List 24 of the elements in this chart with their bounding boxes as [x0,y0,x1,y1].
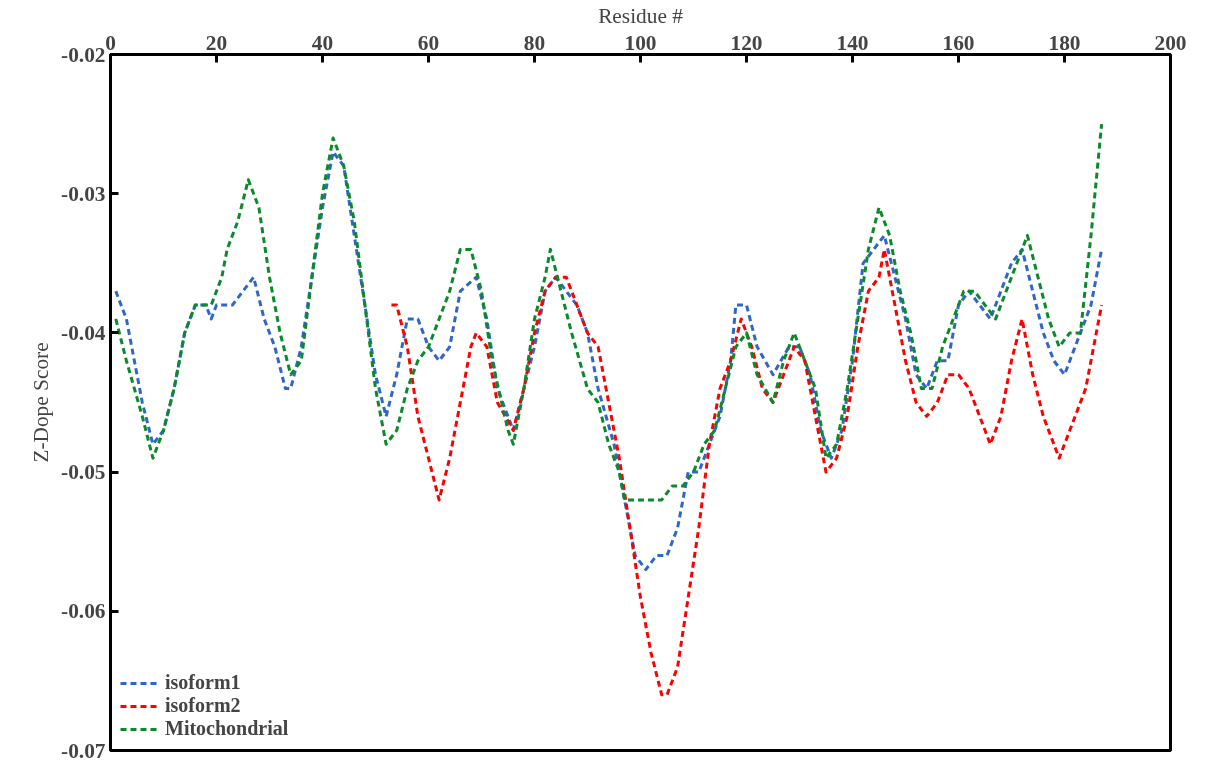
legend-label: isoform1 [165,671,241,694]
x-tick-label: 20 [205,30,228,55]
y-axis-title: Z-Dope Score [29,342,54,463]
y-tick-label: -0.04 [61,320,106,345]
x-tick-label: 160 [942,30,975,55]
x-tick-label: 80 [523,30,546,55]
x-tick-label: 200 [1154,30,1187,55]
y-tick-label: -0.03 [61,181,106,206]
x-axis-title: Residue # [598,3,684,28]
y-tick-label: -0.05 [61,460,106,485]
y-tick-label: -0.07 [61,738,106,763]
x-tick-label: 100 [624,30,657,55]
line-series [114,122,1104,502]
line-series [114,150,1104,572]
legend-label: isoform2 [165,694,241,717]
x-tick-label: 0 [105,30,116,55]
y-tick-label: -0.02 [61,42,106,67]
y-tick-label: -0.06 [61,599,106,624]
x-tick-label: 140 [836,30,869,55]
x-tick-label: 180 [1048,30,1081,55]
x-tick-label: 120 [730,30,763,55]
x-tick-label: 40 [311,30,334,55]
x-tick-label: 60 [417,30,440,55]
legend-label: Mitochondrial [165,717,289,740]
